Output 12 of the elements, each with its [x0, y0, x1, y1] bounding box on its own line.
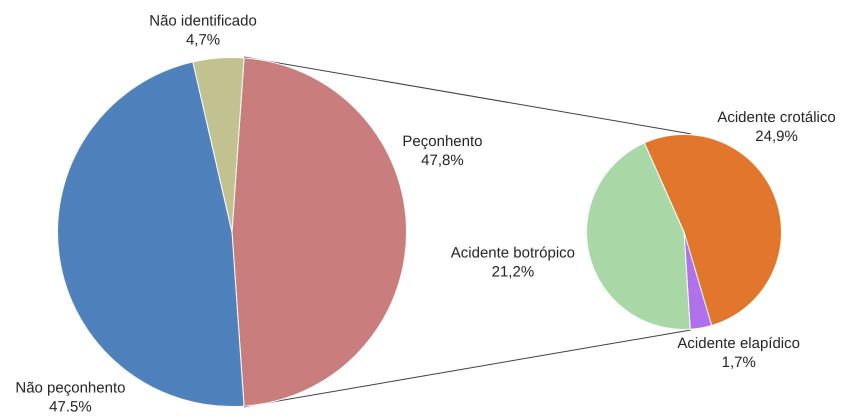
data-label: 21,2% — [492, 263, 534, 280]
slice-label: Peçonhento — [402, 132, 482, 150]
data-label: 4,7% — [186, 31, 220, 48]
slice-label: Acidente crotálico — [717, 109, 836, 126]
slice-label: Não identificado — [149, 12, 257, 30]
data-label: 47.5% — [49, 398, 92, 416]
data-label: 24,9% — [755, 128, 798, 146]
slice-label: Acidente elapídico — [677, 335, 800, 352]
slice-label: Não peçonhento — [15, 379, 126, 396]
data-label: 1,7% — [722, 354, 756, 372]
slice-label: Acidente botrópico — [450, 244, 576, 262]
data-label: 47,8% — [421, 152, 464, 169]
